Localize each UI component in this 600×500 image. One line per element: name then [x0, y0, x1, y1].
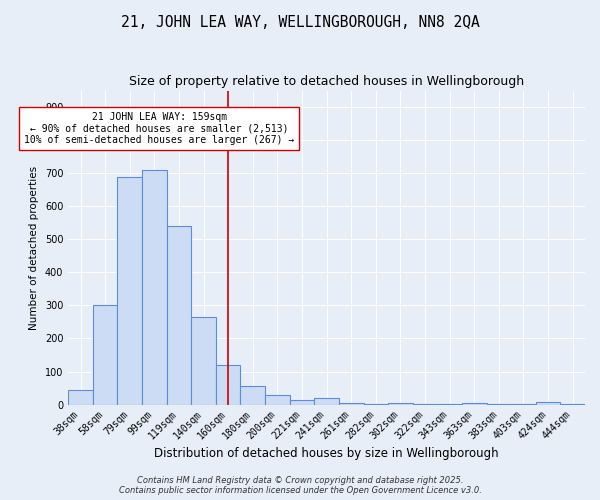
Bar [290, 400, 314, 404]
Bar [265, 396, 290, 404]
Bar [93, 306, 118, 404]
Bar [536, 402, 560, 404]
Bar [191, 317, 216, 404]
Bar [241, 386, 265, 404]
Text: 21 JOHN LEA WAY: 159sqm
← 90% of detached houses are smaller (2,513)
10% of semi: 21 JOHN LEA WAY: 159sqm ← 90% of detache… [24, 112, 295, 145]
Text: Contains HM Land Registry data © Crown copyright and database right 2025.
Contai: Contains HM Land Registry data © Crown c… [119, 476, 481, 495]
Bar [216, 365, 241, 405]
Bar [339, 403, 364, 404]
Bar [462, 403, 487, 404]
Bar [118, 176, 142, 404]
Bar [142, 170, 167, 404]
Bar [314, 398, 339, 404]
Text: 21, JOHN LEA WAY, WELLINGBOROUGH, NN8 2QA: 21, JOHN LEA WAY, WELLINGBOROUGH, NN8 2Q… [121, 15, 479, 30]
Bar [68, 390, 93, 404]
Bar [388, 403, 413, 404]
Y-axis label: Number of detached properties: Number of detached properties [29, 166, 39, 330]
Bar [167, 226, 191, 404]
Title: Size of property relative to detached houses in Wellingborough: Size of property relative to detached ho… [129, 75, 524, 88]
X-axis label: Distribution of detached houses by size in Wellingborough: Distribution of detached houses by size … [154, 447, 499, 460]
